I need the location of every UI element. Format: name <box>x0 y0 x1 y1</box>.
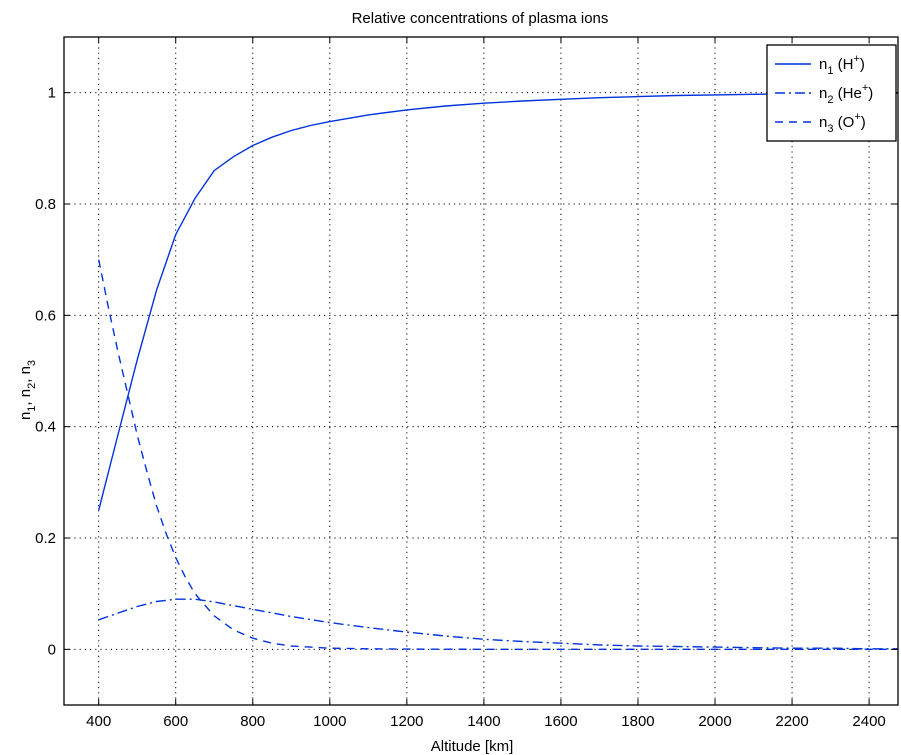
plot-frame <box>63 36 899 706</box>
legend-box <box>766 44 897 142</box>
x-axis-label: Altitude [km] <box>431 738 514 755</box>
legend-label-3: n3 (O+) <box>819 111 866 135</box>
y-tick-label: 0.6 <box>35 307 56 324</box>
plot-area <box>63 36 899 706</box>
y-tick-label: 1 <box>48 85 56 102</box>
legend-label-1: n1 (H+) <box>819 53 865 77</box>
x-tick-label: 400 <box>86 713 111 730</box>
x-tick-label: 1400 <box>467 713 500 730</box>
legend-label-2: n2 (He+) <box>819 82 873 106</box>
legend: n1 (H+) n2 (He+) n3 (O+) <box>766 44 897 142</box>
x-tick-label: 2200 <box>775 713 808 730</box>
y-tick-label: 0.8 <box>35 196 56 213</box>
y-axis-label: n1, n2, n3 <box>17 360 38 420</box>
x-tick-label: 1200 <box>390 713 423 730</box>
x-tick-label: 1600 <box>544 713 577 730</box>
y-tick-label: 0.4 <box>35 419 56 436</box>
x-tick-label: 2000 <box>698 713 731 730</box>
series-line-1 <box>98 92 898 511</box>
y-tick-label: 0 <box>48 641 56 658</box>
x-tick-label: 1000 <box>313 713 346 730</box>
grid <box>64 37 898 705</box>
series-line-2 <box>98 598 898 650</box>
series-line-3 <box>98 259 898 650</box>
x-tick-labels: 400 600 800 1000 1200 1400 1600 1800 2000 2200 240… <box>86 713 886 730</box>
svg-text:n1, n2, n3: n1, n2, n3 <box>17 360 38 420</box>
x-tick-label: 800 <box>240 713 265 730</box>
x-tick-label: 1800 <box>621 713 654 730</box>
x-tick-label: 600 <box>163 713 188 730</box>
plot-background <box>64 37 898 705</box>
chart-title: Relative concentrations of plasma ions <box>352 10 609 27</box>
y-tick-labels: 0 0.2 0.4 0.6 0.8 1 <box>35 85 56 659</box>
ticks <box>64 37 898 705</box>
series-layer <box>98 92 898 650</box>
y-tick-label: 0.2 <box>35 530 56 547</box>
x-tick-label: 2400 <box>852 713 885 730</box>
